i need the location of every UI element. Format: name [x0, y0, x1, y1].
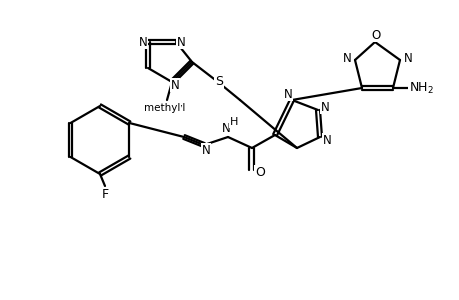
Text: N: N [320, 100, 329, 113]
Text: methyl: methyl [149, 103, 185, 113]
Text: N: N [176, 35, 185, 49]
Text: methyl: methyl [144, 103, 180, 113]
Text: N: N [342, 52, 351, 64]
Text: N: N [170, 79, 179, 92]
Text: N: N [283, 88, 292, 100]
Text: O: O [370, 28, 380, 41]
Text: S: S [214, 74, 223, 88]
Text: N: N [322, 134, 330, 146]
Text: F: F [101, 188, 108, 200]
Text: N: N [138, 35, 147, 49]
Text: N: N [403, 52, 411, 64]
Text: N: N [221, 122, 230, 134]
Text: N: N [201, 143, 210, 157]
Text: O: O [254, 166, 264, 178]
Text: NH$_2$: NH$_2$ [408, 80, 432, 96]
Text: H: H [230, 117, 238, 127]
